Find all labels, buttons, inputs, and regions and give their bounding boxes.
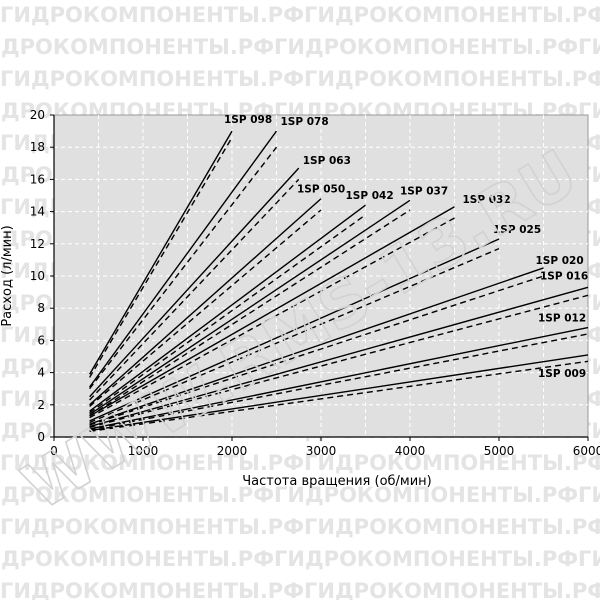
y-axis-title: Расход (л/мин) xyxy=(0,225,15,326)
x-tick-label: 3000 xyxy=(306,444,337,458)
series-line-solid xyxy=(89,198,322,406)
watermark-line: ГИДРОКОМПОНЕНТЫ.РФГИДРОКОМПОНЕНТЫ.РФГИДР… xyxy=(0,3,600,27)
watermark-line: ГИДРОКОМПОНЕНТЫ.РФГИДРОКОМПОНЕНТЫ.РФГИДР… xyxy=(0,547,600,571)
y-tick-label: 16 xyxy=(30,172,45,186)
series-line-solid xyxy=(89,326,589,430)
series-line-dashed xyxy=(89,214,366,414)
y-tick-label: 12 xyxy=(30,237,45,251)
series-label: 1SP 098 xyxy=(224,114,272,126)
series-line-dashed xyxy=(89,178,300,401)
y-tick-label: 10 xyxy=(30,269,45,283)
y-tick-label: 2 xyxy=(37,398,45,412)
series-label: 1SP 078 xyxy=(281,116,329,128)
series-label: 1SP 037 xyxy=(400,185,448,197)
x-tick-label: 4000 xyxy=(395,444,426,458)
y-tick-label: 6 xyxy=(37,333,45,347)
y-tick-labels: 0 2 4 6 8 10 12 14 16 18 20 xyxy=(30,108,45,444)
x-tick-labels: 0 1000 2000 3000 4000 5000 6000 xyxy=(50,444,600,458)
grid-lines xyxy=(54,115,588,437)
series-line-solid xyxy=(89,238,500,422)
watermark-line: ГИДРОКОМПОНЕНТЫ.РФГИДРОКОМПОНЕНТЫ.РФГИДР… xyxy=(0,515,600,539)
series-line-solid xyxy=(89,167,300,398)
series-line-dashed xyxy=(88,137,233,378)
series-label: 1SP 063 xyxy=(303,155,351,167)
series-line-solid xyxy=(89,354,589,432)
series-line-solid xyxy=(89,267,544,425)
x-tick-label: 6000 xyxy=(573,444,600,458)
series-line-solid xyxy=(89,130,278,388)
series-line-dashed xyxy=(89,294,589,429)
series-line-dashed xyxy=(89,209,322,407)
series-line-solid xyxy=(88,130,233,375)
watermark-line: ГИДРОКОМПОНЕНТЫ.РФГИДРОКОМПОНЕНТЫ.РФГИДР… xyxy=(0,483,600,507)
y-tick-label: 14 xyxy=(30,205,45,219)
series-label: 1SP 009 xyxy=(538,368,586,380)
watermark-line: ГИДРОКОМПОНЕНТЫ.РФГИДРОКОМПОНЕНТЫ.РФГИДР… xyxy=(0,67,600,91)
series-label: 1SP 025 xyxy=(493,224,541,236)
series-line-solid xyxy=(89,206,455,417)
series-line-solid xyxy=(89,286,589,428)
series-label: 1SP 012 xyxy=(538,313,586,325)
watermark-line: ГИДРОКОМПОНЕНТЫ.РФГИДРОКОМПОНЕНТЫ.РФГИДР… xyxy=(0,35,600,59)
x-tick-label: 2000 xyxy=(217,444,248,458)
watermark-line: ГИДРОКОМПОНЕНТЫ.РФГИДРОКОМПОНЕНТЫ.РФГИДР… xyxy=(0,451,600,475)
series-line-dashed xyxy=(89,247,500,424)
series-line-dashed xyxy=(89,333,589,431)
y-tick-label: 4 xyxy=(37,366,45,380)
series-label: 1SP 020 xyxy=(536,255,584,267)
series-line-dashed xyxy=(89,146,278,390)
y-tick-label: 0 xyxy=(37,430,45,444)
x-tick-label: 1000 xyxy=(128,444,159,458)
series-label: 1SP 016 xyxy=(540,270,588,282)
y-tick-label: 18 xyxy=(30,140,45,154)
x-tick-label: 0 xyxy=(50,444,58,458)
series-label: 1SP 042 xyxy=(346,190,394,202)
axes xyxy=(50,114,589,441)
y-tick-label: 20 xyxy=(30,108,45,122)
x-axis-title: Частота вращения (об/мин) xyxy=(242,474,432,489)
series-line-solid xyxy=(89,199,411,416)
watermark-line: ГИДРОКОМПОНЕНТЫ.РФГИДРОКОМПОНЕНТЫ.РФГИДР… xyxy=(0,579,600,600)
y-tick-label: 8 xyxy=(37,301,45,315)
series-line-dashed xyxy=(89,360,589,433)
series-label: 1SP 032 xyxy=(463,194,511,206)
series-line-dashed xyxy=(89,209,411,417)
series-label: 1SP 050 xyxy=(297,184,345,196)
series-lines xyxy=(88,130,589,433)
x-tick-label: 5000 xyxy=(484,444,515,458)
series-line-solid xyxy=(89,204,366,412)
